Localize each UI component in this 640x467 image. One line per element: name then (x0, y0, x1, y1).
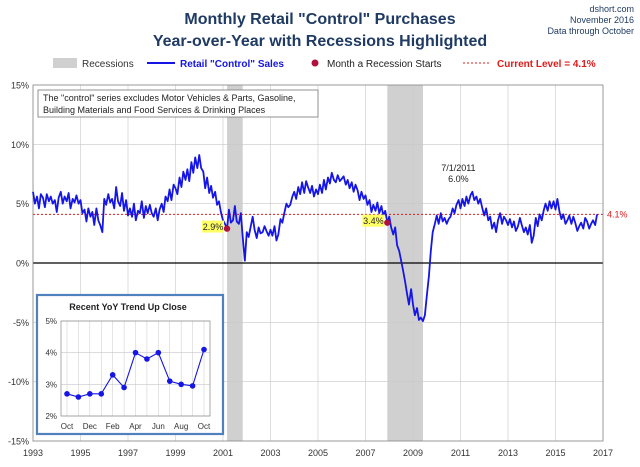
y-tick-label: -5% (13, 318, 29, 328)
inset-x-tick-label: Jun (152, 422, 165, 431)
x-tick-label: 1997 (118, 448, 138, 458)
x-tick-label: 2001 (213, 448, 233, 458)
x-tick-label: 2009 (403, 448, 423, 458)
note-text: The "control" series excludes Motor Vehi… (43, 93, 296, 115)
inset-point (166, 378, 173, 384)
inset-box (35, 293, 225, 436)
legend-series-label: Retail "Control" Sales (180, 59, 284, 70)
legend-recession-start-label: Month a Recession Starts (327, 59, 442, 70)
source-date: November 2016 (570, 15, 634, 25)
inset-point (189, 383, 196, 389)
inset-point (121, 384, 127, 391)
y-tick-label: -10% (8, 377, 29, 387)
inset-point (109, 372, 116, 378)
chart-subtitle: Year-over-Year with Recessions Highlight… (153, 33, 487, 50)
legend-current-label: Current Level = 4.1% (497, 59, 596, 70)
recession-start-marker (223, 225, 231, 232)
x-tick-label: 1995 (70, 448, 90, 458)
x-tick-label: 2011 (451, 448, 470, 458)
inset-point (75, 394, 82, 400)
note-box (37, 89, 319, 118)
note-line-1: The "control" series excludes Motor Vehi… (43, 93, 296, 103)
x-tick-label: 2007 (355, 448, 375, 458)
inset-plot-border (60, 320, 211, 417)
inset-point (155, 349, 162, 356)
y-tick-label: 0% (16, 259, 29, 269)
source-site: dshort.com (589, 4, 634, 14)
inset-point (132, 349, 139, 356)
x-tick-label: 2017 (593, 448, 613, 458)
x-tick-label: 2005 (308, 448, 328, 458)
x-tick-label: 2013 (498, 448, 518, 458)
chart-title: Monthly Retail "Control" Purchases (184, 11, 455, 28)
inset-point (98, 391, 105, 397)
inset-x-tick-label: Oct (198, 422, 211, 431)
legend-recession-start-marker (311, 59, 319, 67)
x-tick-label: 1993 (23, 448, 43, 458)
source-note: Data through October (547, 26, 634, 36)
inset-y-tick-label: 4% (45, 349, 57, 358)
recession-start-marker (384, 219, 391, 226)
y-tick-label: -15% (8, 437, 29, 447)
y-tick-label: 15% (11, 81, 29, 91)
inset-x-tick-label: Aug (174, 422, 188, 431)
current-level-label: 4.1% (607, 209, 628, 219)
x-tick-label: 2003 (260, 448, 280, 458)
x-tick-label: 1999 (165, 448, 185, 458)
note-line-2: Building Materials and Food Services & D… (43, 105, 266, 115)
inset-point (178, 381, 184, 388)
recession-start-label: 2.9% (203, 222, 224, 232)
inset-point (87, 391, 93, 397)
legend-recession-label: Recessions (82, 59, 134, 70)
inset-y-tick-label: 2% (45, 412, 57, 421)
recession-start-label-bg (362, 214, 385, 227)
inset-x-tick-label: Oct (61, 422, 74, 431)
inset-y-tick-label: 3% (45, 380, 57, 389)
y-tick-label: 5% (16, 199, 29, 209)
x-tick-label: 2015 (545, 448, 565, 458)
recession-start-label: 3.4% (363, 216, 384, 226)
recession-start-label-bg (202, 220, 225, 233)
inset-point (64, 391, 70, 397)
inset-x-tick-label: Dec (83, 422, 97, 431)
inset-title: Recent YoY Trend Up Close (69, 302, 187, 312)
series-line (32, 154, 598, 323)
plot-border (32, 84, 604, 442)
inset-point (144, 356, 150, 362)
peak-value-label: 6.0% (448, 174, 469, 184)
inset-x-tick-label: Apr (129, 422, 142, 431)
y-tick-label: 10% (11, 140, 29, 150)
legend-recession-swatch (53, 58, 77, 68)
peak-date-label: 7/1/2011 (441, 163, 475, 173)
inset-y-tick-label: 5% (45, 317, 57, 326)
inset-x-tick-label: Feb (106, 422, 120, 431)
inset-point (201, 346, 207, 353)
